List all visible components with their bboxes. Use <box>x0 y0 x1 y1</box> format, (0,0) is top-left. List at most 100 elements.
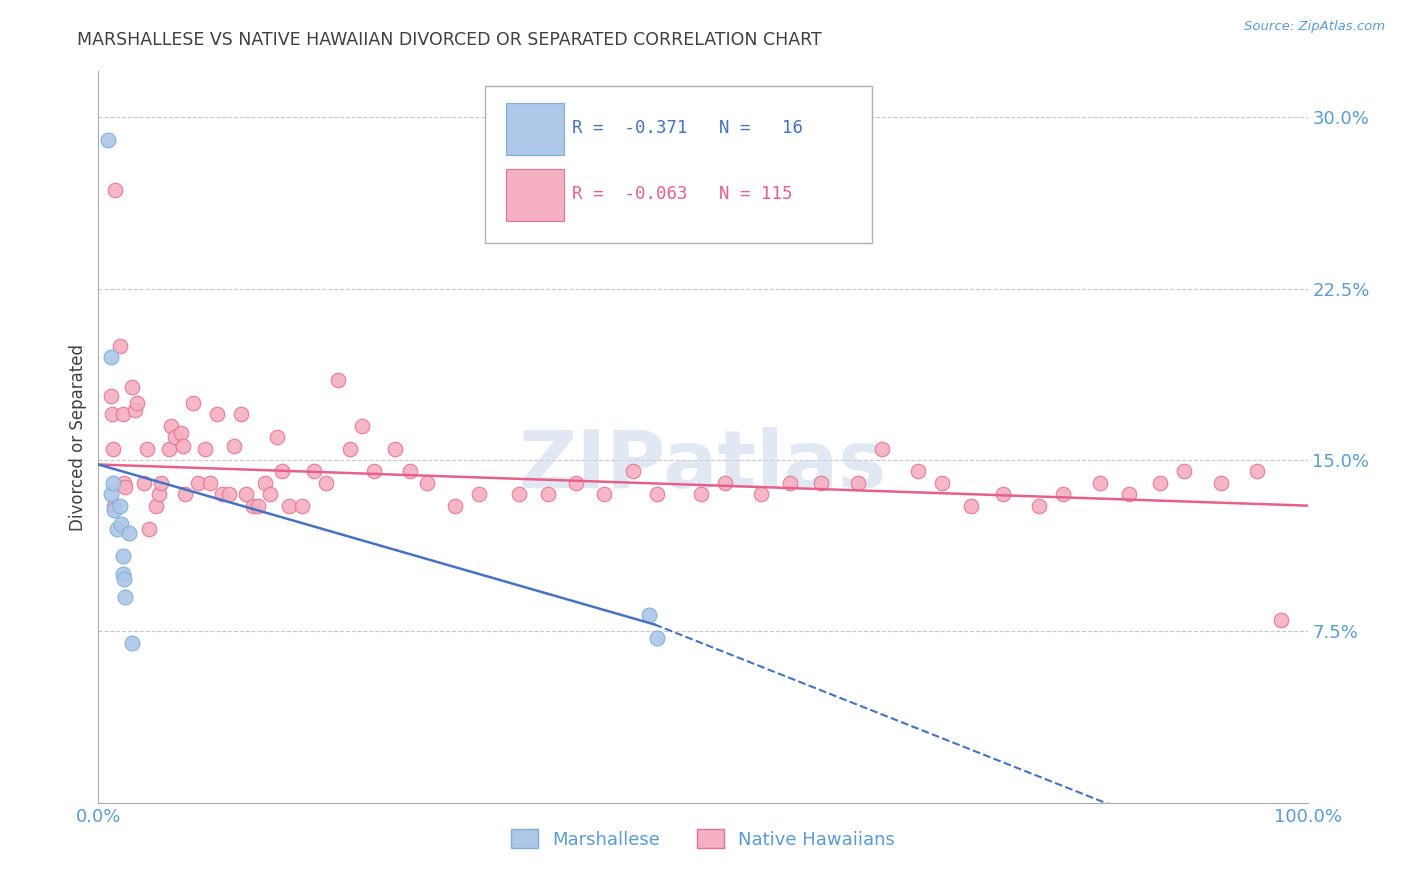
Point <box>181 396 204 410</box>
Point <box>172 439 194 453</box>
Point <box>621 464 644 478</box>
Point <box>508 487 530 501</box>
Point <box>103 499 125 513</box>
Point <box>235 487 257 501</box>
Point <box>991 487 1014 501</box>
Point <box>350 418 373 433</box>
Point <box>302 464 325 478</box>
Point <box>112 572 135 586</box>
Y-axis label: Divorced or Separated: Divorced or Separated <box>69 343 87 531</box>
Point <box>111 549 134 563</box>
Text: R =  -0.063   N = 115: R = -0.063 N = 115 <box>572 185 793 202</box>
Point <box>157 442 180 456</box>
Point <box>1270 613 1292 627</box>
Point <box>134 475 156 490</box>
Point <box>254 475 277 490</box>
Point <box>211 487 233 501</box>
Point <box>444 499 467 513</box>
Point <box>266 430 288 444</box>
Point <box>218 487 240 501</box>
Point <box>779 475 801 490</box>
FancyBboxPatch shape <box>506 103 564 155</box>
Point <box>105 521 128 535</box>
Point <box>1173 464 1195 478</box>
Point <box>127 396 149 410</box>
Point <box>160 418 183 433</box>
Point <box>145 499 167 513</box>
Point <box>259 487 281 501</box>
Point <box>713 475 735 490</box>
Point <box>229 407 252 421</box>
Point <box>101 442 124 456</box>
Point <box>148 487 170 501</box>
Point <box>1246 464 1268 478</box>
Point <box>187 475 209 490</box>
Point <box>114 590 136 604</box>
Point <box>960 499 983 513</box>
Point <box>810 475 832 490</box>
Text: ZIPatlas: ZIPatlas <box>519 427 887 506</box>
Point <box>363 464 385 478</box>
Point <box>198 475 221 490</box>
Point <box>104 183 127 197</box>
Point <box>138 521 160 535</box>
Point <box>1209 475 1232 490</box>
Point <box>749 487 772 501</box>
Point <box>1149 475 1171 490</box>
Point <box>101 475 124 490</box>
Point <box>111 407 134 421</box>
Point <box>645 632 668 646</box>
Point <box>592 487 614 501</box>
Legend: Marshallese, Native Hawaiians: Marshallese, Native Hawaiians <box>503 822 903 856</box>
Point <box>100 389 122 403</box>
Text: MARSHALLESE VS NATIVE HAWAIIAN DIVORCED OR SEPARATED CORRELATION CHART: MARSHALLESE VS NATIVE HAWAIIAN DIVORCED … <box>77 31 823 49</box>
Point <box>1118 487 1140 501</box>
Point <box>1052 487 1074 501</box>
Point <box>103 503 125 517</box>
Point <box>537 487 560 501</box>
Point <box>194 442 217 456</box>
Point <box>271 464 294 478</box>
Point <box>247 499 270 513</box>
Point <box>118 526 141 541</box>
Point <box>637 608 659 623</box>
Point <box>278 499 301 513</box>
Point <box>1028 499 1050 513</box>
Point <box>689 487 711 501</box>
Point <box>645 487 668 501</box>
Point <box>135 442 157 456</box>
Point <box>121 380 143 394</box>
Point <box>907 464 929 478</box>
Point <box>315 475 337 490</box>
Point <box>326 373 349 387</box>
Point <box>108 338 131 352</box>
Point <box>97 133 120 147</box>
Point <box>384 442 406 456</box>
Point <box>114 480 136 494</box>
Point <box>124 402 146 417</box>
Point <box>399 464 422 478</box>
Point <box>112 475 135 490</box>
Point <box>416 475 439 490</box>
FancyBboxPatch shape <box>485 86 872 244</box>
Point <box>870 442 893 456</box>
Point <box>100 407 122 421</box>
Point <box>163 430 186 444</box>
Point <box>100 487 122 501</box>
Point <box>290 499 312 513</box>
Point <box>1088 475 1111 490</box>
Point <box>150 475 173 490</box>
Point <box>205 407 228 421</box>
Point <box>242 499 264 513</box>
Text: Source: ZipAtlas.com: Source: ZipAtlas.com <box>1244 20 1385 33</box>
Point <box>100 350 122 364</box>
Point <box>339 442 361 456</box>
Text: R =  -0.371   N =   16: R = -0.371 N = 16 <box>572 119 803 136</box>
Point <box>468 487 491 501</box>
Point <box>846 475 869 490</box>
Point <box>110 516 132 531</box>
Point <box>121 636 143 650</box>
Point <box>174 487 197 501</box>
Point <box>111 567 134 582</box>
Point <box>931 475 953 490</box>
